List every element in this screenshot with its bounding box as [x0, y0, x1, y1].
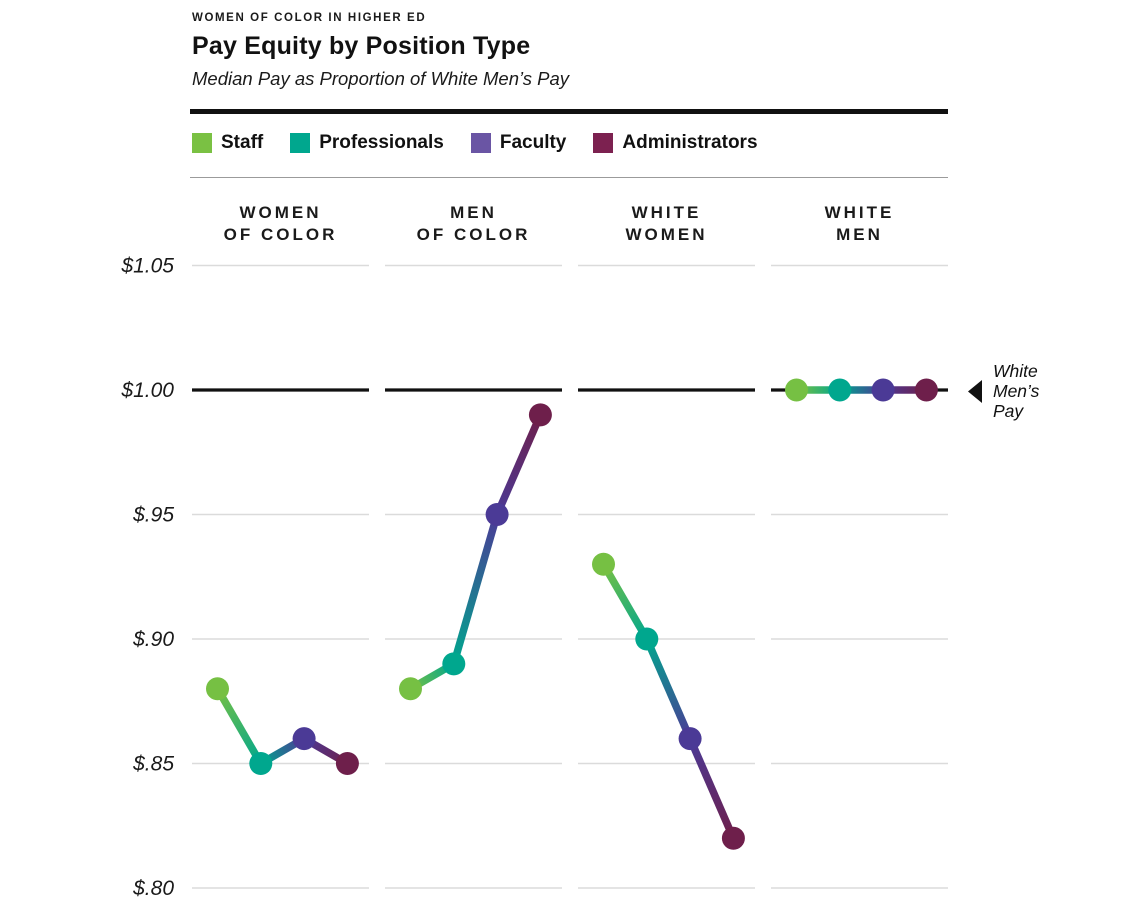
data-point-administrators: [914, 378, 938, 402]
legend-label: Professionals: [319, 132, 444, 153]
data-point-staff: [206, 677, 229, 701]
column-header: WHITE WOMEN: [625, 203, 708, 244]
data-point-administrators: [721, 826, 745, 850]
data-point-faculty: [292, 727, 316, 751]
data-point-professionals: [442, 652, 466, 676]
data-point-faculty: [485, 503, 509, 526]
divider-thin: [190, 177, 948, 178]
data-point-professionals: [828, 378, 852, 402]
column-header: WHITE MEN: [824, 203, 895, 244]
series-connector: [493, 413, 544, 516]
data-point-faculty: [871, 378, 895, 402]
y-tick-label: $.95: [132, 504, 174, 527]
legend-item-faculty: Faculty: [470, 132, 567, 154]
legend-label: Faculty: [499, 132, 567, 153]
series-connector: [643, 637, 694, 741]
legend-swatch-icon: [290, 133, 311, 153]
baseline-marker-icon: [968, 380, 982, 403]
series-connector: [600, 562, 651, 641]
data-point-staff: [592, 552, 615, 576]
y-tick-label: $.85: [132, 753, 174, 776]
legend-swatch-icon: [192, 133, 212, 153]
baseline-annotation: White Men’s Pay: [993, 361, 1040, 421]
kicker: WOMEN OF COLOR IN HIGHER ED: [192, 12, 427, 24]
legend-item-professionals: Professionals: [290, 132, 444, 154]
legend-label: Staff: [221, 132, 264, 153]
legend-item-staff: Staff: [192, 132, 263, 154]
y-tick-label: $.90: [132, 628, 174, 651]
series-connector: [450, 513, 501, 665]
y-tick-label: $1.00: [120, 379, 174, 402]
y-tick-label: $.80: [132, 877, 174, 900]
legend-label: Administrators: [622, 132, 758, 153]
column-header: WOMEN OF COLOR: [223, 203, 338, 244]
legend-swatch-icon: [593, 133, 614, 153]
data-point-administrators: [335, 752, 359, 775]
data-point-administrators: [528, 403, 552, 427]
data-point-staff: [785, 378, 808, 402]
column-header: MEN OF COLOR: [416, 203, 531, 244]
data-point-faculty: [678, 727, 702, 751]
legend-swatch-icon: [470, 133, 491, 153]
divider-thick: [190, 109, 948, 114]
legend-item-administrators: Administrators: [593, 132, 758, 154]
series-connector: [214, 686, 265, 766]
y-tick-label: $1.05: [120, 255, 174, 278]
data-point-staff: [399, 677, 422, 701]
data-point-professionals: [635, 627, 659, 651]
data-point-professionals: [249, 752, 273, 775]
legend: Staff Professionals Faculty Administrators: [192, 132, 758, 154]
subtitle: Median Pay as Proportion of White Men’s …: [192, 68, 570, 89]
page-title: Pay Equity by Position Type: [192, 32, 531, 60]
series-connector: [686, 737, 737, 840]
